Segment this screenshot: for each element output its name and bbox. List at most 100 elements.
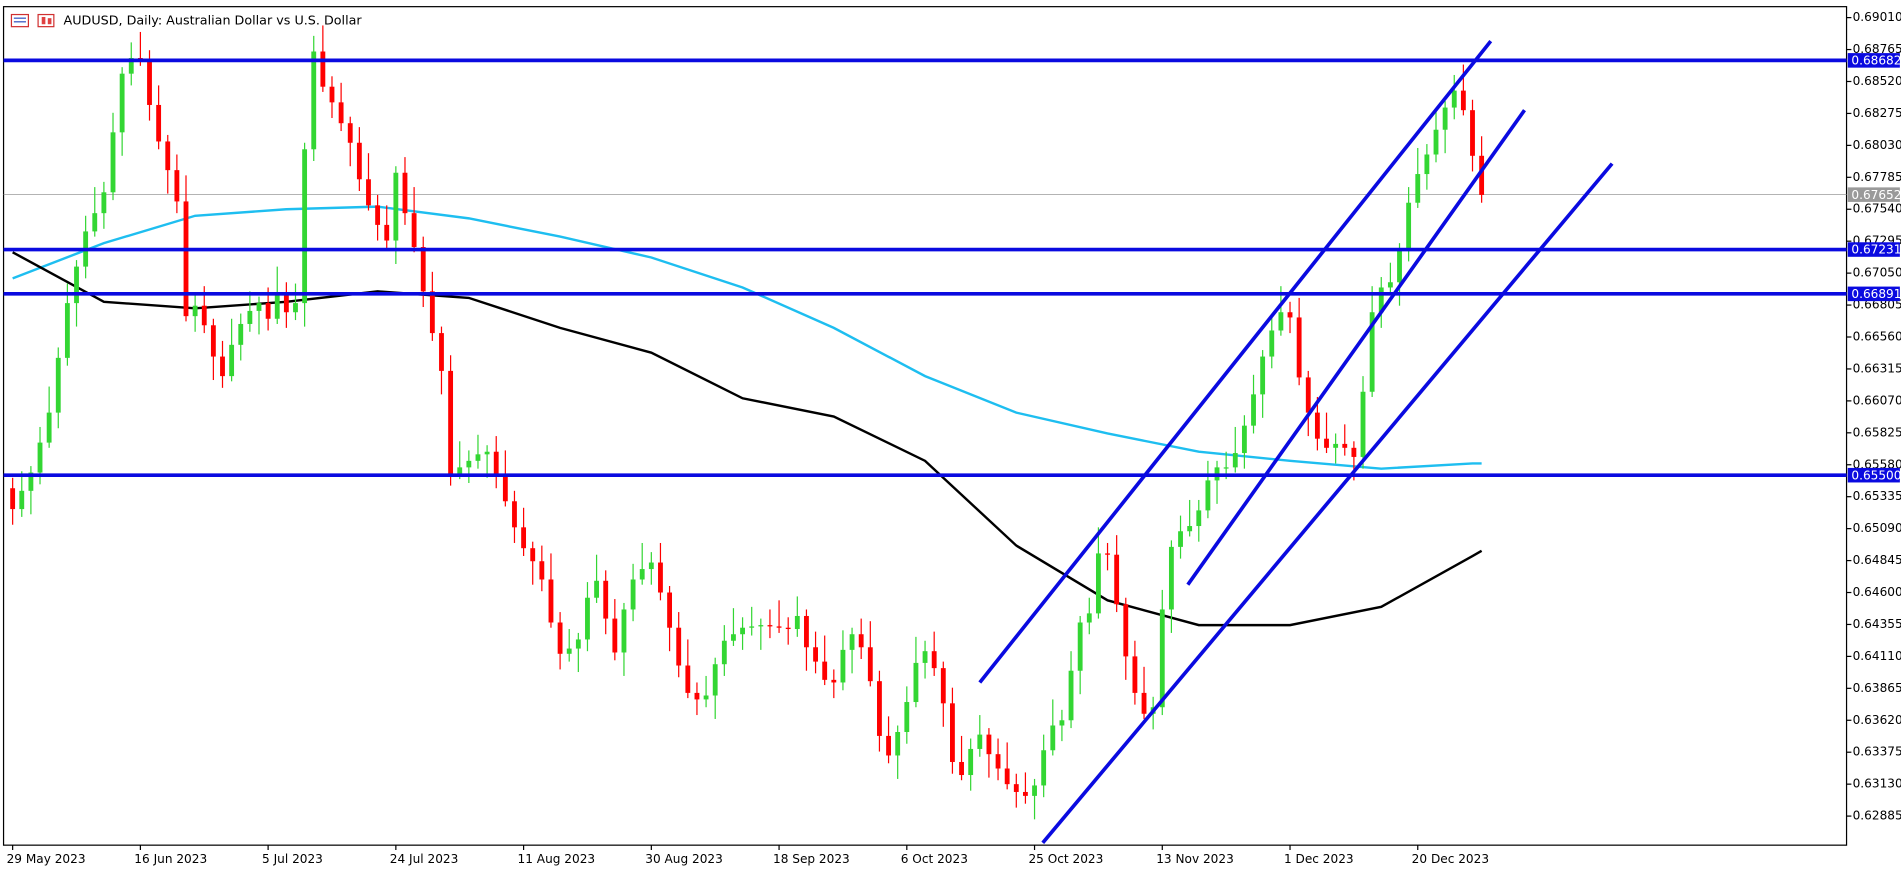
- candle-body: [55, 357, 61, 413]
- level-label: 0.66891: [1851, 287, 1901, 301]
- level-label-box: [1847, 286, 1900, 302]
- candle-body: [1460, 90, 1466, 111]
- level-label: 0.68682: [1851, 53, 1901, 67]
- candle-body: [813, 647, 818, 662]
- y-tick-label: 0.64845: [1853, 553, 1901, 567]
- candle-body: [521, 527, 527, 549]
- y-tick-label: 0.63130: [1853, 777, 1901, 791]
- candle-body: [1022, 791, 1028, 796]
- candle-body: [1351, 447, 1357, 457]
- y-tick-label: 0.67050: [1853, 266, 1901, 280]
- candle-body: [1369, 312, 1375, 392]
- candle-body: [922, 651, 928, 663]
- candle-body: [877, 681, 882, 736]
- level-label-box: [1847, 53, 1900, 68]
- y-tick-label: 0.66070: [1853, 393, 1901, 407]
- candle-body: [539, 561, 545, 580]
- candle-body: [247, 310, 253, 324]
- moving-average: [12, 251, 1483, 627]
- candle-body: [1132, 656, 1138, 693]
- y-tick-label: 0.64110: [1853, 649, 1901, 663]
- candle-body: [1397, 249, 1402, 283]
- candle-body: [1178, 531, 1183, 547]
- candle-body: [749, 626, 755, 628]
- candle-body: [393, 172, 399, 241]
- candle-body: [475, 454, 481, 461]
- candle-body: [977, 734, 983, 749]
- y-tick-label: 0.68275: [1853, 106, 1901, 120]
- candle-body: [959, 761, 964, 776]
- candle-body: [575, 639, 581, 649]
- candle-body: [1406, 202, 1412, 250]
- candle-body: [1123, 604, 1129, 657]
- level-label: 0.67231: [1851, 243, 1901, 257]
- candle-body: [366, 179, 371, 206]
- candle-body: [566, 648, 572, 654]
- candle-body: [183, 201, 189, 317]
- candle-body: [19, 490, 25, 510]
- candle-body: [1068, 670, 1074, 721]
- candle-body: [804, 615, 809, 648]
- candle-body: [1013, 784, 1019, 792]
- y-tick-label: 0.64600: [1853, 585, 1901, 599]
- candle-body: [1187, 526, 1193, 532]
- x-tick-label: 6 Oct 2023: [901, 852, 968, 866]
- candle-body: [648, 562, 654, 570]
- candle-body: [356, 142, 362, 180]
- candle-body: [995, 754, 1001, 769]
- candle-body: [283, 292, 289, 313]
- candle-body: [448, 370, 454, 474]
- candle-body: [28, 472, 34, 491]
- candle-body: [1077, 622, 1083, 671]
- icon: [10, 13, 30, 28]
- candle-body: [1433, 129, 1439, 155]
- candle-body: [1196, 510, 1202, 527]
- candle-body: [530, 548, 536, 562]
- candle-body: [147, 60, 152, 105]
- x-tick-label: 5 Jul 2023: [262, 852, 323, 866]
- candle-body: [1424, 154, 1430, 175]
- candle-body: [320, 51, 326, 87]
- candle-body: [1032, 785, 1037, 796]
- candle-body: [1333, 443, 1339, 448]
- candle-body: [676, 627, 682, 666]
- candle-body: [712, 664, 718, 696]
- x-tick-label: 29 May 2023: [7, 852, 86, 866]
- candle-body: [119, 73, 125, 133]
- candle-body: [758, 625, 764, 627]
- candle-body: [1269, 330, 1275, 357]
- candle-body: [302, 149, 308, 304]
- candle-body: [466, 460, 472, 468]
- candle-body: [1387, 282, 1393, 288]
- y-tick-label: 0.62885: [1853, 809, 1901, 823]
- last-price-box: [1847, 187, 1900, 202]
- y-tick-label: 0.68030: [1853, 138, 1901, 152]
- candle-body: [630, 579, 636, 610]
- y-tick-label: 0.63620: [1853, 713, 1901, 727]
- last-price-label: 0.67652: [1851, 188, 1901, 202]
- candle-body: [220, 356, 225, 377]
- candle-body: [767, 625, 773, 627]
- candle-body: [274, 292, 280, 319]
- y-tick-label: 0.69010: [1853, 10, 1901, 24]
- candle-body: [1296, 317, 1302, 378]
- candle-body: [347, 123, 353, 143]
- candle-body: [1041, 750, 1047, 786]
- candle-body: [721, 640, 727, 665]
- candle-body: [201, 305, 207, 326]
- chart-title: AUDUSD, Daily: Australian Dollar vs U.S.…: [64, 13, 363, 28]
- candle-body: [740, 627, 745, 635]
- candle-body: [512, 501, 517, 528]
- candle-body: [1223, 467, 1229, 469]
- candle-body: [1442, 107, 1448, 130]
- x-tick-label: 18 Sep 2023: [773, 852, 850, 866]
- trendline: [1041, 162, 1614, 844]
- candle-body: [950, 703, 955, 762]
- candle-body: [940, 668, 946, 704]
- candle-body: [1168, 546, 1174, 610]
- candle-body: [101, 192, 107, 214]
- candle-body: [92, 213, 98, 232]
- candle-body: [128, 58, 134, 74]
- candle-body: [986, 734, 992, 755]
